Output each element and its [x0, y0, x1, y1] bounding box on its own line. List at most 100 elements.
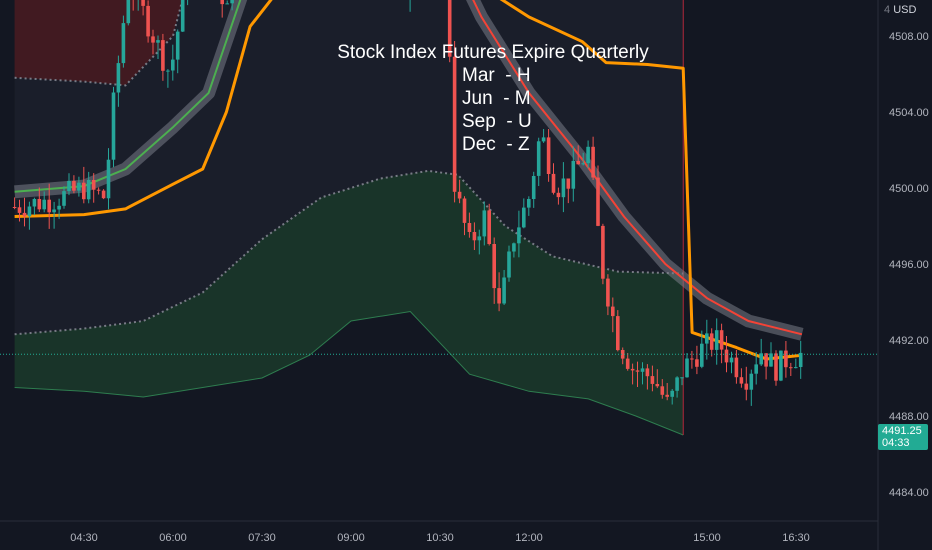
candle-body: [502, 277, 506, 304]
vwap-line: [14, 0, 803, 361]
candle-body: [640, 368, 645, 372]
candle-body: [171, 59, 175, 71]
candle-body: [655, 384, 660, 387]
title-contract-code: Mar - H: [462, 65, 531, 86]
candle-body: [22, 212, 27, 217]
candle-body: [670, 390, 674, 397]
candle-body: [685, 358, 689, 378]
candle-body: [769, 353, 773, 367]
time-axis[interactable]: 04:30 06:00 07:30 09:00 10:30 12:00 15:00 16:30: [70, 532, 810, 544]
candle-body: [77, 182, 81, 191]
candle-body: [606, 278, 610, 307]
candle-body: [714, 330, 719, 350]
candle-body: [457, 191, 462, 199]
candle-body: [625, 358, 630, 369]
price-tick-label: 4484.00: [889, 487, 929, 499]
indicator-lines: [14, 0, 804, 361]
candle-body: [175, 31, 180, 60]
candle-body: [784, 350, 788, 368]
currency-prefix: 4: [884, 4, 891, 16]
candle-body: [72, 180, 76, 191]
candle-body: [739, 377, 744, 384]
candle-body: [111, 92, 116, 160]
time-tick-label: 10:30: [426, 532, 454, 544]
candle-body: [52, 209, 56, 213]
lower-band-fill: [14, 170, 684, 435]
candle-body: [675, 377, 679, 391]
candle-body: [705, 333, 709, 344]
candle-body: [126, 0, 131, 24]
candle-body: [527, 199, 531, 208]
candle-body: [581, 163, 585, 165]
candle-body: [601, 225, 605, 279]
candle-body: [101, 190, 106, 199]
last-price-value: 4491.25: [882, 425, 922, 437]
candle-body: [709, 333, 714, 350]
title-contract-code: Dec - Z: [462, 134, 530, 155]
candle-body: [546, 137, 551, 174]
candle-body: [82, 182, 86, 200]
lower-band-line: [14, 310, 684, 436]
time-tick-label: 12:00: [515, 532, 543, 544]
candle-body: [531, 176, 536, 199]
candle-body: [17, 207, 22, 213]
time-tick-label: 16:30: [782, 532, 810, 544]
candle-body: [794, 367, 798, 369]
candle-body: [220, 0, 224, 5]
upper-band-fill: [14, 0, 183, 86]
candle-body: [225, 3, 229, 5]
candle-body: [180, 0, 185, 32]
candle-body: [650, 376, 655, 384]
candle-body: [487, 210, 491, 244]
candle-body: [616, 316, 620, 351]
candle-body: [729, 357, 734, 363]
title-contract-code: Jun - M: [462, 88, 531, 109]
candle-body: [62, 191, 66, 206]
candle-body: [166, 70, 170, 72]
candle-body: [635, 370, 640, 372]
chart-title: Stock Index Futures Expire QuarterlyMar …: [337, 42, 649, 155]
candle-body: [12, 207, 17, 208]
candle-body: [764, 353, 768, 367]
candle-body: [536, 141, 541, 176]
candle-body: [106, 159, 111, 199]
candle-body: [512, 243, 516, 252]
candle-body: [477, 236, 482, 241]
ema-line-rising: [14, 0, 242, 193]
candle-body: [86, 180, 91, 200]
candle-body: [571, 160, 576, 189]
candle-body: [507, 251, 511, 278]
candle-body: [522, 207, 526, 228]
candle-body: [96, 189, 101, 191]
candle-body: [472, 232, 477, 241]
candle-body: [447, 0, 452, 57]
candle-body: [630, 368, 635, 371]
last-price-badge: 4491.25 04:33: [878, 424, 928, 450]
price-tick-label: 4504.00: [889, 107, 929, 119]
candle-body: [141, 0, 145, 6]
candle-body: [774, 353, 778, 381]
candle-body: [230, 0, 234, 4]
candle-body: [541, 137, 546, 142]
currency-code: USD: [893, 4, 917, 16]
candle-body: [591, 146, 595, 178]
candle-body: [91, 180, 96, 190]
candle-body: [660, 386, 665, 395]
price-tick-label: 4488.00: [889, 411, 929, 423]
candle-body: [156, 40, 160, 43]
price-axis[interactable]: 4484.00 4488.00 4492.00 4496.00 4500.00 4504.…: [889, 31, 929, 499]
candle-body: [42, 199, 46, 210]
candle-body: [517, 227, 521, 244]
title-contract-code: Sep - U: [462, 111, 532, 132]
price-tick-label: 4496.00: [889, 259, 929, 271]
currency-label[interactable]: 4 USD: [884, 4, 916, 16]
bar-countdown: 04:33: [882, 437, 910, 449]
time-tick-label: 15:00: [693, 532, 721, 544]
candle-body: [37, 199, 42, 210]
candlesticks: [12, 0, 803, 406]
time-tick-label: 09:00: [337, 532, 365, 544]
candle-body: [779, 350, 783, 381]
candle-body: [754, 364, 758, 374]
ema-line-falling: [472, 0, 803, 336]
